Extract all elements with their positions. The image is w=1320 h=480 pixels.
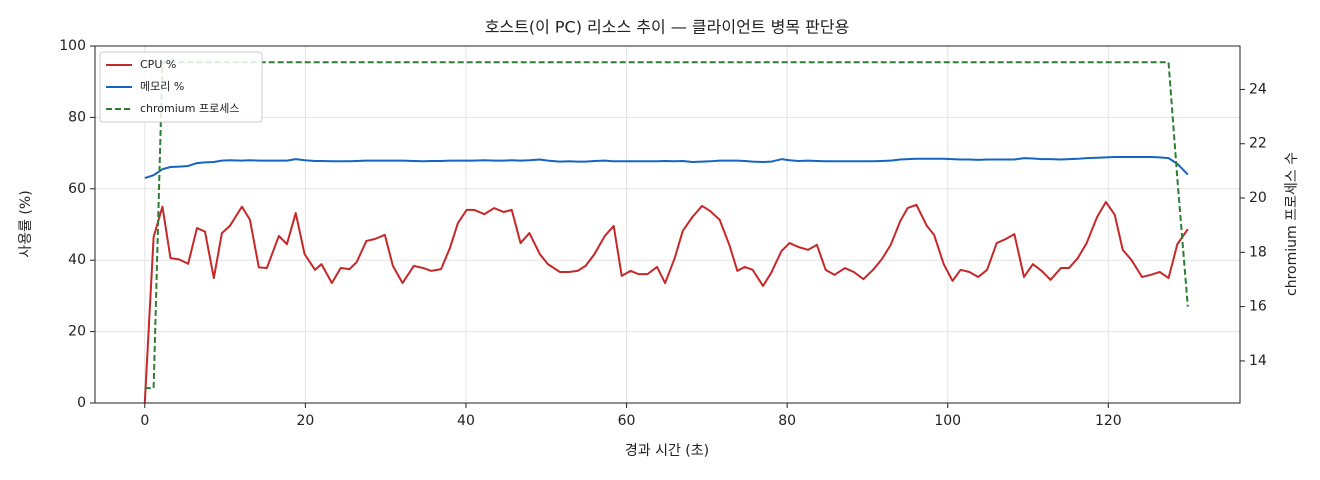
- y-tick-label: 20: [68, 324, 86, 340]
- y-axis-label: 사용률 (%): [18, 190, 34, 257]
- y2-tick-label: 16: [1249, 299, 1267, 315]
- legend-label: 메모리 %: [140, 80, 184, 93]
- x-tick-label: 80: [778, 413, 796, 429]
- series-line: [144, 156, 1189, 180]
- x-tick-label: 100: [934, 413, 961, 429]
- legend-label: CPU %: [140, 58, 176, 71]
- y2-tick-label: 18: [1249, 244, 1267, 260]
- y2-tick-label: 24: [1249, 81, 1267, 97]
- y-tick-label: 40: [68, 252, 86, 268]
- y2-tick-label: 20: [1249, 190, 1267, 206]
- chart-title: 호스트(이 PC) 리소스 추이 — 클라이언트 병목 판단용: [485, 18, 850, 37]
- x-tick-label: 40: [457, 413, 475, 429]
- y-tick-label: 60: [68, 181, 86, 197]
- legend-box: [99, 51, 263, 123]
- series-line: [143, 201, 1189, 404]
- legend-label: chromium 프로세스: [140, 102, 239, 115]
- y2-axis-label: chromium 프로세스 수: [1284, 152, 1300, 296]
- y2-tick-label: 14: [1249, 353, 1267, 369]
- x-tick-label: 0: [140, 413, 149, 429]
- y-tick-label: 100: [59, 38, 86, 54]
- x-tick-label: 60: [618, 413, 636, 429]
- y-tick-label: 0: [77, 395, 86, 411]
- x-axis-label: 경과 시간 (초): [625, 443, 709, 459]
- series-line: [144, 61, 1189, 390]
- x-tick-label: 120: [1095, 413, 1122, 429]
- plot-frame: [94, 45, 1241, 404]
- y-tick-label: 80: [68, 109, 86, 125]
- y2-tick-label: 22: [1249, 136, 1267, 152]
- x-tick-label: 20: [296, 413, 314, 429]
